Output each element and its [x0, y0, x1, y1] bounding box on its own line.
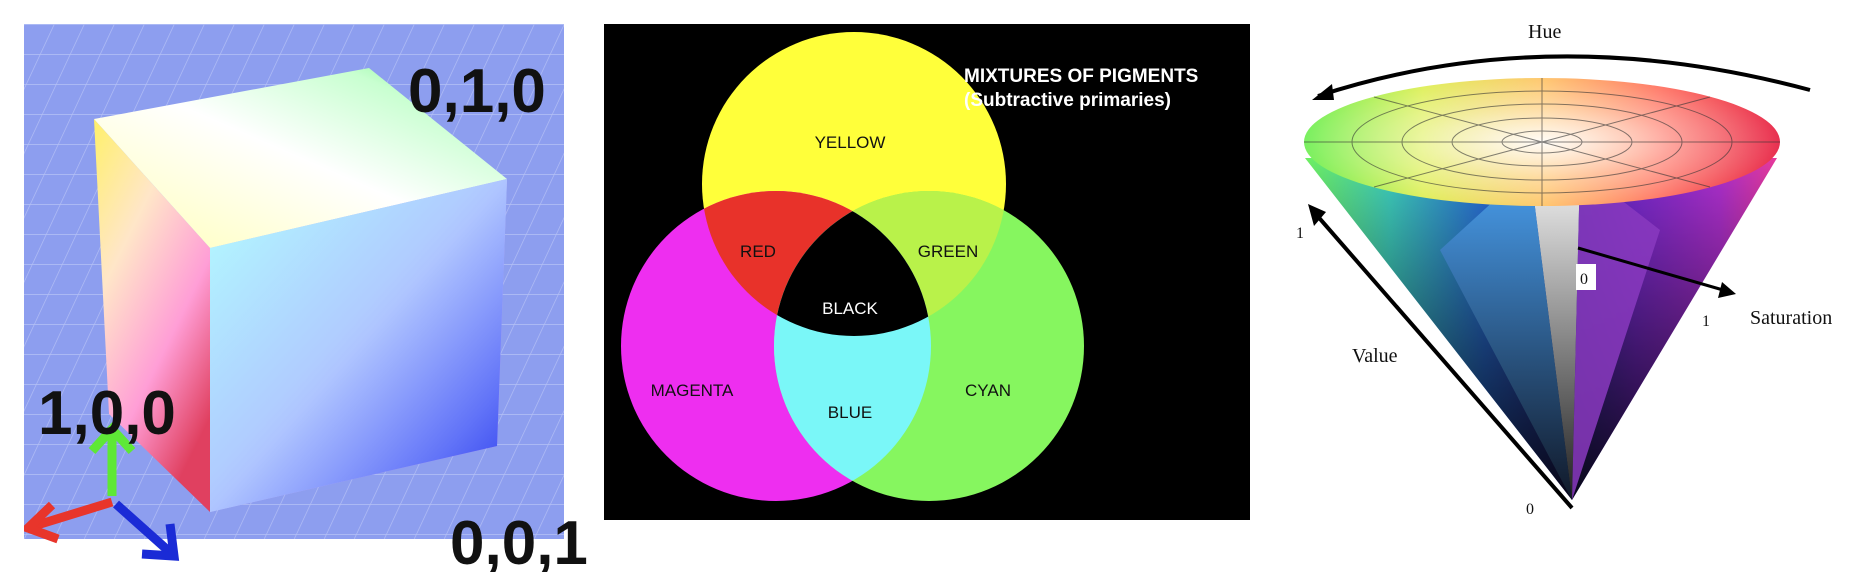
hsv-cone-figure: Hue Value Saturation 1 0 0 1	[1296, 21, 1832, 518]
axis-green-arrow	[88, 422, 136, 496]
value-top-label: 1	[1296, 225, 1304, 242]
cone-blue-face	[1440, 168, 1572, 500]
cone-gray-face	[1530, 168, 1580, 500]
venn-figure: YELLOW MAGENTA CYAN RED GREEN BLUE BLACK…	[621, 32, 1198, 501]
cube-front-tint	[210, 179, 507, 512]
corner-label-red: 1,0,0	[38, 379, 176, 448]
saturation-label: Saturation	[1750, 307, 1832, 329]
venn-title-line2: (Subtractive primaries)	[964, 90, 1171, 111]
hue-arrow	[1317, 54, 1811, 98]
cube-top-face	[94, 68, 507, 248]
hue-label: Hue	[1528, 21, 1561, 43]
label-cyan: CYAN	[965, 381, 1011, 400]
label-yellow: YELLOW	[815, 133, 886, 152]
saturation-start-label: 0	[1580, 271, 1588, 288]
saturation-end-label: 1	[1702, 313, 1710, 330]
axis-blue-arrow	[113, 500, 180, 561]
saturation-arrowhead	[1718, 282, 1736, 298]
cube-left-face	[94, 119, 210, 512]
venn-panel: YELLOW MAGENTA CYAN RED GREEN BLUE BLACK…	[604, 24, 1250, 520]
hue-arrowhead	[1312, 84, 1334, 100]
value-bottom-label: 0	[1526, 501, 1534, 518]
saturation-end-box	[1698, 306, 1718, 332]
axis-red-arrow	[19, 497, 114, 544]
corner-label-blue: 0,0,1	[450, 509, 588, 572]
value-label: Value	[1352, 345, 1398, 367]
label-black: BLACK	[822, 299, 878, 318]
hsv-cone-panel: Hue Value Saturation 1 0 0 1	[1290, 0, 1866, 530]
overlap-black	[774, 191, 931, 336]
venn-title-line1: MIXTURES OF PIGMENTS	[964, 66, 1198, 87]
label-red: RED	[740, 242, 776, 261]
rgb-cube-figure: 0,1,0 1,0,0 0,0,1	[19, 24, 588, 577]
corner-label-green: 0,1,0	[408, 57, 546, 126]
value-arrowhead	[1308, 204, 1326, 226]
label-magenta: MAGENTA	[651, 381, 734, 400]
label-blue: BLUE	[828, 403, 872, 422]
value-arrow	[1312, 210, 1574, 510]
label-green: GREEN	[918, 242, 978, 261]
saturation-start-box	[1576, 264, 1596, 290]
saturation-arrow	[1577, 246, 1731, 294]
rgb-cube-panel: 0,1,0 1,0,0 0,0,1	[19, 24, 598, 577]
cone-purple-face	[1572, 168, 1660, 500]
cone-top-grid	[1304, 78, 1780, 206]
